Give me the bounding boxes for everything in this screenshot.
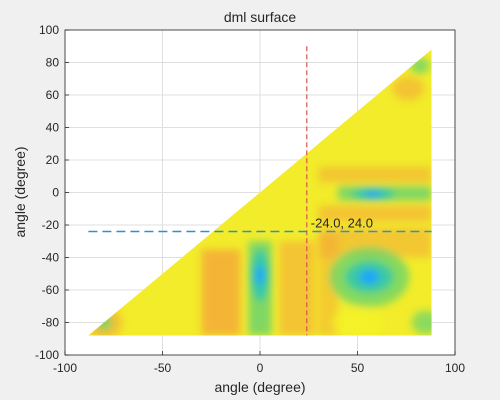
y-tick-label: -100 <box>35 348 59 362</box>
surface-blob <box>359 270 380 284</box>
crosshair: -24.0, 24.0 <box>88 46 432 336</box>
surface-band <box>279 241 315 336</box>
x-tick-label: 0 <box>257 361 264 375</box>
y-tick-label: 0 <box>52 186 59 200</box>
x-tick-label: 50 <box>351 361 365 375</box>
y-axis-label: angle (degree) <box>12 146 28 237</box>
surface-band <box>318 233 338 336</box>
surface-blob <box>331 308 384 336</box>
x-tick-label: -100 <box>53 361 77 375</box>
y-tick-label: 20 <box>46 153 60 167</box>
y-tick-label: -20 <box>42 218 60 232</box>
surface-blob <box>411 310 432 335</box>
surface-blob <box>256 265 264 286</box>
crosshair-label: -24.0, 24.0 <box>311 216 373 231</box>
surface-band <box>318 166 432 183</box>
x-tick-label: -50 <box>154 361 172 375</box>
surface-blob <box>392 76 425 101</box>
y-tick-label: 100 <box>39 23 59 37</box>
x-tick-label: 100 <box>445 361 465 375</box>
y-tick-label: 60 <box>46 88 60 102</box>
tick-labels: -100 -50 0 50 100 -100 -80 -60 -40 -20 0 20 40 60 80 10… <box>35 23 465 375</box>
surface-blob <box>363 191 384 198</box>
surface-features <box>88 57 432 336</box>
x-axis-label: angle (degree) <box>214 379 305 395</box>
surface-band <box>318 205 432 222</box>
y-tick-label: -40 <box>42 251 60 265</box>
y-tick-label: -60 <box>42 283 60 297</box>
chart-title: dml surface <box>224 9 297 25</box>
surface-band <box>201 249 241 336</box>
y-tick-label: 40 <box>46 121 60 135</box>
y-tick-label: -80 <box>42 316 60 330</box>
y-tick-label: 80 <box>46 56 60 70</box>
